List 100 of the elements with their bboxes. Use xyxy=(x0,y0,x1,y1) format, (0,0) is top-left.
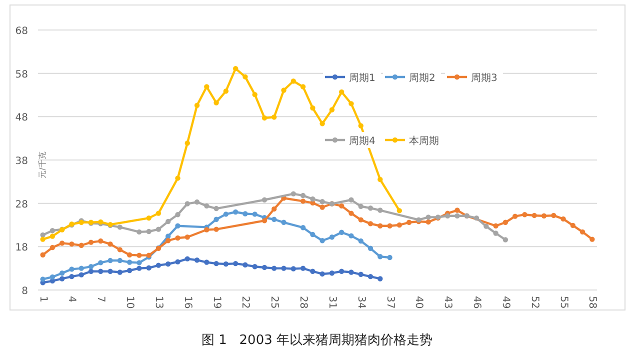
point xyxy=(378,208,383,213)
point xyxy=(40,276,46,282)
point xyxy=(310,105,316,111)
point xyxy=(300,84,306,90)
point xyxy=(320,238,325,244)
y-tick-label: 58 xyxy=(15,69,28,80)
x-tick-label: 55 xyxy=(558,296,569,309)
point xyxy=(78,272,84,278)
point xyxy=(358,123,364,128)
point xyxy=(396,222,402,228)
point xyxy=(156,262,162,268)
point xyxy=(426,219,431,225)
point xyxy=(348,101,354,106)
legend-label: 周期2 xyxy=(409,72,436,84)
point xyxy=(156,226,162,232)
point xyxy=(378,276,383,282)
point xyxy=(522,212,528,218)
point xyxy=(98,260,104,266)
point xyxy=(300,192,306,198)
point xyxy=(272,206,277,212)
point xyxy=(232,260,238,266)
point xyxy=(590,236,595,242)
x-tick-label: 7 xyxy=(95,296,106,302)
x-tick-label: 34 xyxy=(355,296,366,309)
point xyxy=(252,212,258,217)
point xyxy=(445,213,450,218)
point xyxy=(98,268,104,274)
point xyxy=(223,212,229,217)
point xyxy=(329,270,335,276)
point xyxy=(184,140,190,146)
x-tick-label: 13 xyxy=(152,296,164,309)
point xyxy=(570,222,576,228)
point xyxy=(300,198,306,204)
point xyxy=(290,191,296,196)
point xyxy=(272,266,277,271)
point xyxy=(281,88,286,93)
point xyxy=(512,214,518,219)
x-tick-label: 10 xyxy=(124,296,136,309)
point xyxy=(242,262,248,268)
point xyxy=(214,206,219,212)
point xyxy=(232,209,238,215)
point xyxy=(358,238,364,244)
point xyxy=(78,266,84,271)
point xyxy=(50,274,56,280)
x-tick-label: 40 xyxy=(413,296,424,309)
point xyxy=(117,224,123,230)
point xyxy=(338,89,344,95)
x-tick-label: 22 xyxy=(240,296,251,309)
point xyxy=(223,88,229,94)
point xyxy=(117,247,123,252)
point xyxy=(69,274,74,280)
x-tick-label: 31 xyxy=(326,296,338,309)
point xyxy=(320,199,325,204)
point xyxy=(88,264,94,270)
point xyxy=(214,226,219,232)
point xyxy=(320,271,325,277)
point xyxy=(98,238,104,244)
point xyxy=(502,237,508,242)
point xyxy=(493,223,498,228)
point xyxy=(232,66,238,72)
point xyxy=(78,242,84,248)
point xyxy=(310,196,316,202)
point xyxy=(338,268,344,274)
point xyxy=(126,268,132,274)
point xyxy=(146,265,152,270)
point xyxy=(117,270,123,275)
y-tick-label: 28 xyxy=(15,199,28,210)
point xyxy=(108,258,113,264)
point xyxy=(175,176,180,181)
point xyxy=(532,212,537,218)
point xyxy=(136,260,142,266)
x-tick-label: 52 xyxy=(528,296,540,309)
point xyxy=(551,212,556,218)
point xyxy=(166,238,171,244)
point xyxy=(156,210,162,216)
x-tick-label: 16 xyxy=(182,296,193,309)
point xyxy=(175,223,180,228)
point xyxy=(214,216,219,222)
point xyxy=(493,230,498,236)
x-tick-label: 1 xyxy=(37,296,48,302)
y-tick-label: 38 xyxy=(15,156,28,167)
point xyxy=(50,244,56,250)
point xyxy=(272,114,277,120)
legend-label: 周期4 xyxy=(349,135,376,147)
x-tick-label: 19 xyxy=(210,296,222,309)
point xyxy=(184,234,190,240)
point xyxy=(194,258,200,263)
x-tick-label: 25 xyxy=(268,296,280,309)
point xyxy=(242,211,248,216)
point xyxy=(290,266,296,272)
point xyxy=(59,270,65,276)
point xyxy=(194,199,200,205)
point xyxy=(88,240,94,245)
point xyxy=(358,272,364,277)
point xyxy=(338,230,344,235)
point xyxy=(378,223,383,228)
point xyxy=(387,254,392,260)
point xyxy=(175,259,180,264)
point xyxy=(329,107,335,112)
point xyxy=(40,252,46,258)
